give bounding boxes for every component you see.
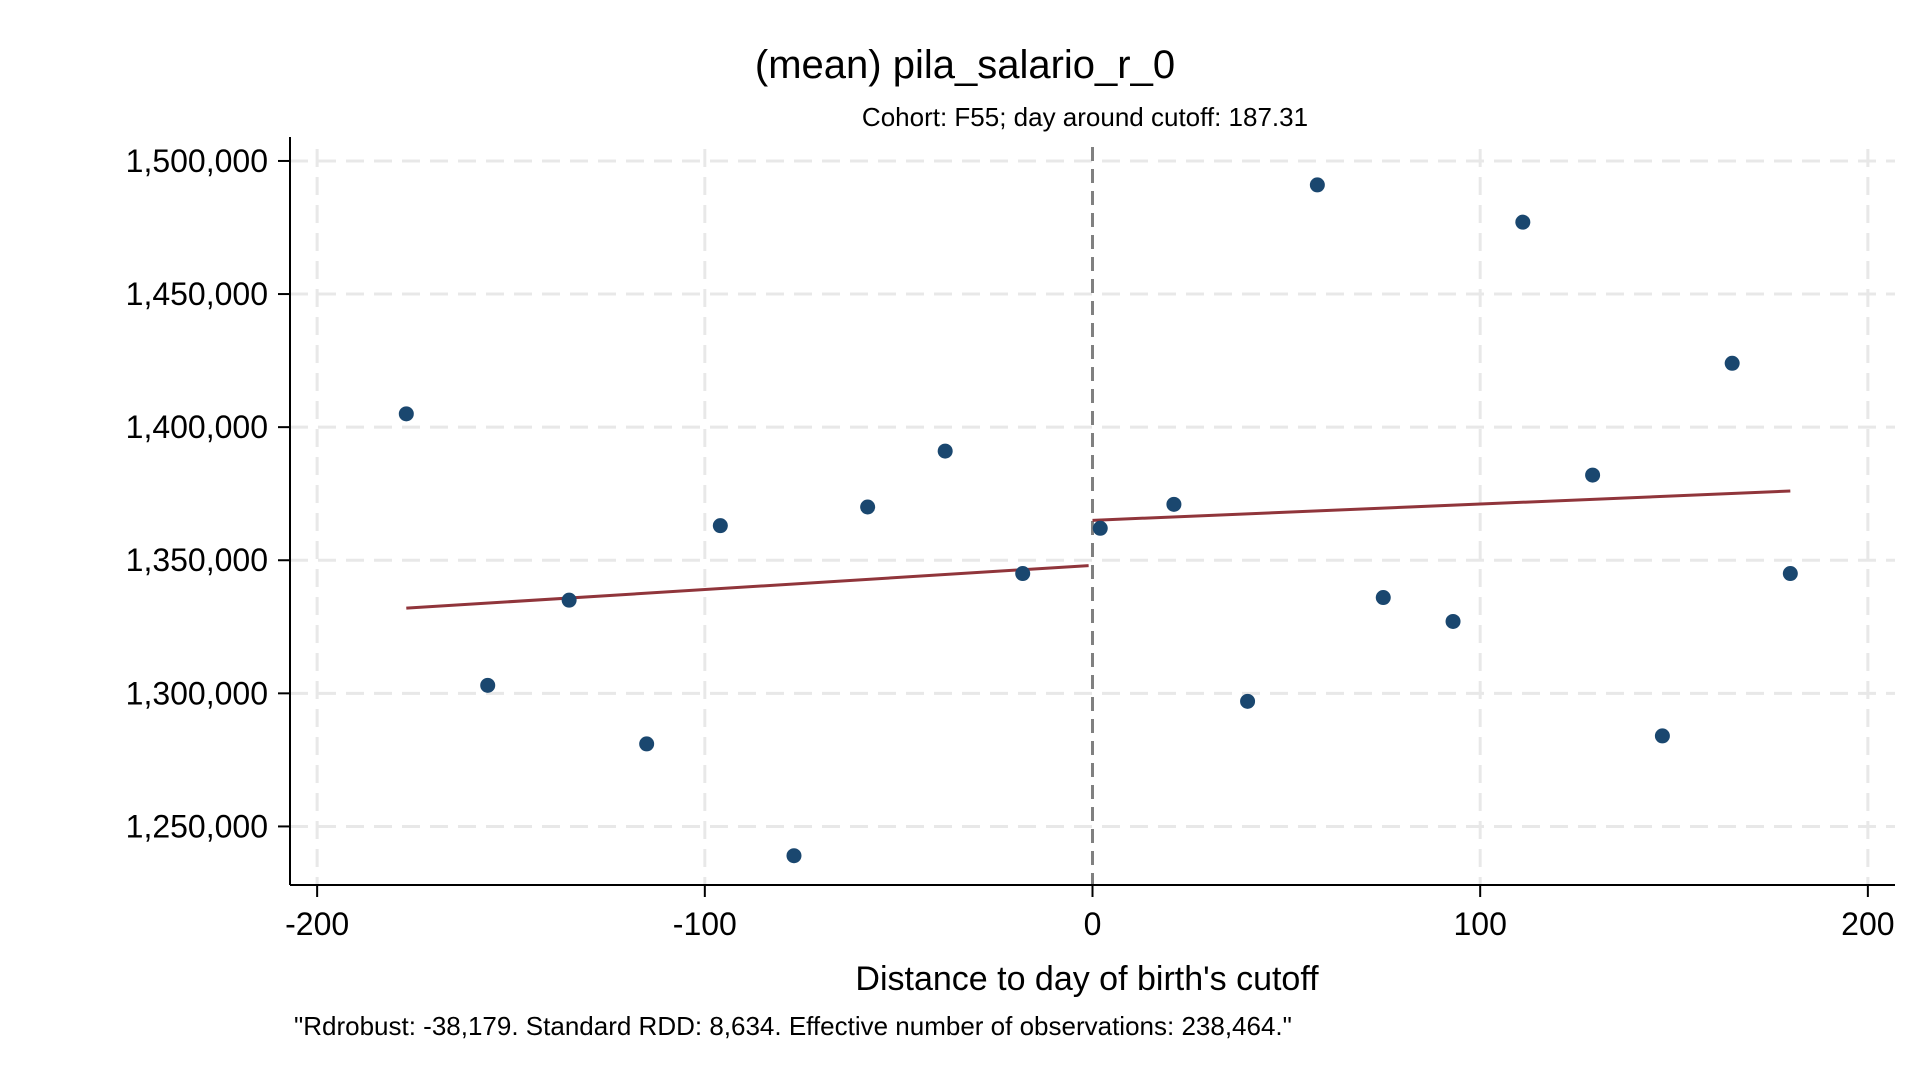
data-point — [480, 677, 496, 693]
x-tick-labels: -200 -100 0 100 200 — [285, 906, 1894, 942]
data-point — [1445, 613, 1461, 629]
data-point — [561, 592, 577, 608]
chart-subtitle: Cohort: F55; day around cutoff: 187.31 — [862, 102, 1308, 132]
data-point — [937, 443, 953, 459]
x-tick-label: -100 — [673, 906, 737, 942]
x-tick-label: -200 — [285, 906, 349, 942]
data-point — [1724, 355, 1740, 371]
y-tick-label: 1,300,000 — [126, 675, 268, 711]
x-tick-label: 100 — [1453, 906, 1506, 942]
data-point — [860, 499, 876, 515]
data-point — [639, 736, 655, 752]
data-point — [712, 518, 728, 534]
data-point — [1782, 566, 1798, 582]
data-point — [1240, 693, 1256, 709]
x-tick-label: 0 — [1084, 906, 1102, 942]
data-point — [1654, 728, 1670, 744]
fit-lines — [406, 489, 1791, 610]
y-tick-label: 1,450,000 — [126, 276, 268, 312]
data-point — [1166, 496, 1182, 512]
data-point — [1375, 590, 1391, 606]
data-point — [1092, 520, 1108, 536]
fit-line — [1092, 489, 1791, 522]
chart-note: "Rdrobust: -38,179. Standard RDD: 8,634.… — [294, 1011, 1292, 1041]
data-points — [398, 177, 1798, 864]
data-point — [1515, 214, 1531, 230]
y-tick-label: 1,400,000 — [126, 409, 268, 445]
grid — [290, 149, 1895, 885]
chart-title: (mean) pila_salario_r_0 — [755, 43, 1175, 87]
y-tick-labels: 1,250,000 1,300,000 1,350,000 1,400,000 1,45… — [126, 143, 268, 844]
axes — [278, 137, 1895, 897]
data-point — [1015, 566, 1031, 582]
data-point — [786, 848, 802, 864]
fit-line — [406, 564, 1089, 610]
y-tick-label: 1,250,000 — [126, 808, 268, 844]
data-point — [1309, 177, 1325, 193]
data-point — [398, 406, 414, 422]
y-tick-label: 1,350,000 — [126, 542, 268, 578]
x-tick-label: 200 — [1841, 906, 1894, 942]
y-tick-label: 1,500,000 — [126, 143, 268, 179]
data-point — [1585, 467, 1601, 483]
x-axis-label: Distance to day of birth's cutoff — [855, 960, 1319, 998]
